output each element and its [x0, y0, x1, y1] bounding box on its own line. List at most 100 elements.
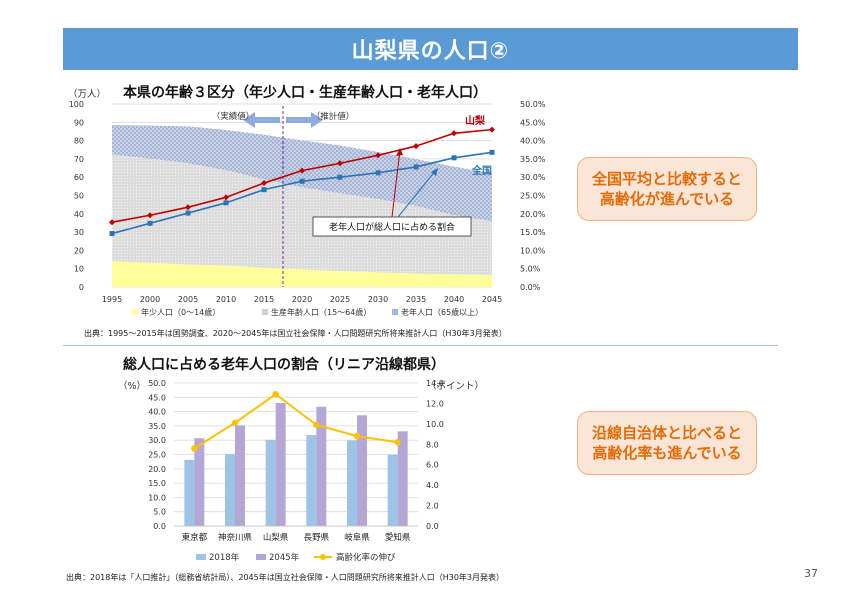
- chart1-y2-tick: 20.0%: [520, 210, 546, 219]
- chart2-x-tick: 山梨県: [263, 532, 289, 543]
- chart2-y2-tick: 2.0: [426, 502, 439, 511]
- chart1-y-tick: 50: [74, 192, 84, 201]
- chart1-y-tick: 20: [74, 246, 84, 255]
- chart1-x-tick: 2035: [406, 295, 426, 304]
- chart1-y2-tick: 50.0%: [520, 100, 546, 109]
- chart1-arrow-right-icon: [286, 112, 323, 128]
- chart1-y-tick: 40: [74, 210, 84, 219]
- chart2-y-tick: 35.0: [148, 422, 166, 431]
- chart1-point: [451, 130, 457, 137]
- chart1-legend-young-swatch: [132, 309, 138, 315]
- chart1-point: [299, 178, 305, 184]
- chart1-pointer-head-icon: [396, 148, 403, 156]
- chart2-x-tick: 神奈川県: [218, 532, 253, 543]
- chart2-bar-2045: [397, 431, 408, 526]
- chart1-point: [413, 164, 419, 170]
- chart1-point: [223, 194, 229, 201]
- chart1-source: 出典：1995～2015年は国勢調査、2020～2045年は国立社会保障・人口問…: [84, 329, 507, 338]
- slide-title: 山梨県の人口②: [63, 28, 798, 70]
- chart2-y2-tick: 10.0: [426, 420, 444, 429]
- page-number: 37: [804, 567, 818, 580]
- chart1-y2-tick: 15.0%: [520, 228, 546, 237]
- chart1-point: [489, 126, 495, 133]
- chart2-y-tick: 20.0: [148, 465, 166, 474]
- callout-national-comparison: 全国平均と比較すると 高齢化が進んでいる: [577, 157, 757, 221]
- chart1-y2-tick: 45.0%: [520, 118, 546, 127]
- chart1-point: [185, 210, 191, 216]
- chart2-x-tick: 岐阜県: [344, 532, 370, 543]
- chart1-y-tick: 60: [74, 173, 84, 182]
- chart1-point: [375, 170, 381, 176]
- callout2-line1: 沿線自治体と比べると: [591, 424, 742, 442]
- chart1-legend-young: 年少人口（0～14歳）: [141, 307, 220, 317]
- chart1-x-tick: 2010: [216, 295, 236, 304]
- chart1-point: [109, 231, 115, 237]
- chart1-legend-elderly: 老年人口（65歳以上）: [401, 307, 483, 317]
- chart2-y-tick: 0.0: [153, 522, 166, 531]
- chart2-bar-2018: [347, 440, 357, 526]
- chart2-y2-tick: 6.0: [426, 461, 439, 470]
- chart2-point: [272, 391, 279, 398]
- callout2-line2: 高齢化率も進んでいる: [592, 444, 742, 462]
- chart1-y-tick: 30: [74, 228, 84, 237]
- chart1-legend-elderly-swatch: [392, 309, 398, 315]
- chart2-y2-unit: （ポイント）: [427, 381, 485, 392]
- chart1-y-tick: 80: [74, 137, 84, 146]
- chart1-y2-tick: 25.0%: [520, 192, 546, 201]
- chart1-x-tick: 2015: [254, 295, 274, 304]
- chart2-y2-tick: 4.0: [426, 481, 439, 490]
- chart1-y-tick: 10: [74, 265, 84, 274]
- chart1-y2-tick: 40.0%: [520, 137, 546, 146]
- chart1-pointer-yamanashi: [391, 149, 401, 218]
- chart2-bar-2018: [387, 454, 398, 526]
- chart1-legend-working: 生産年齢人口（15～64歳）: [271, 307, 371, 317]
- chart2-legend-2045: 2045年: [269, 552, 300, 563]
- chart2-y-tick: 10.0: [148, 493, 166, 502]
- chart2-y-tick: 30.0: [148, 436, 166, 445]
- chart1-x-tick: 2005: [178, 295, 198, 304]
- chart1-y-tick: 90: [74, 118, 84, 127]
- chart1-pointer-head-icon: [431, 168, 438, 176]
- chart1-estimate-label: （推計値）: [312, 111, 355, 122]
- callout1-line2: 高齢化が進んでいる: [599, 190, 735, 208]
- chart1-point: [299, 167, 305, 174]
- chart1-x-tick: 2030: [368, 295, 388, 304]
- chart1-pointer-national: [397, 169, 437, 218]
- callout1-line1: 全国平均と比較すると: [591, 170, 742, 188]
- chart2-bar-2045: [316, 406, 327, 526]
- chart1-point: [337, 174, 343, 180]
- chart1-x-tick: 2045: [482, 295, 502, 304]
- chart1-actual-label: （実績値）: [212, 111, 255, 122]
- chart2-source: 出典：2018年は「人口推計」（総務省統計局）、2045年は国立社会保障・人口問…: [66, 573, 504, 582]
- chart1-point: [261, 180, 267, 187]
- chart2-y2-tick: 14.0: [426, 379, 444, 388]
- chart1-y2-tick: 35.0%: [520, 155, 546, 164]
- chart2-y-tick: 5.0: [153, 508, 166, 517]
- chart1-annotation-text: 老年人口が総人口に占める割合: [329, 221, 455, 233]
- chart2-x-tick: 愛知県: [385, 532, 411, 543]
- chart2-legend-2018: 2018年: [209, 552, 240, 563]
- chart1-point: [413, 143, 419, 150]
- chart1-x-tick: 2020: [292, 295, 312, 304]
- chart2-bar-2018: [184, 459, 195, 526]
- chart1-legend-working-swatch: [262, 309, 268, 315]
- chart1-y2-tick: 10.0%: [520, 246, 546, 255]
- chart1-x-tick: 2040: [444, 295, 464, 304]
- chart1-title: 本県の年齢３区分（年少人口・生産年齢人口・老年人口）: [123, 85, 487, 101]
- chart1-point: [337, 160, 343, 167]
- chart2-y-unit: （%）: [118, 381, 147, 392]
- chart2-point: [231, 419, 239, 427]
- chart1-area-working: [112, 154, 492, 276]
- chart2-bar-2018: [225, 454, 235, 526]
- chart2-y-tick: 15.0: [148, 479, 166, 488]
- chart1-y2-tick: 30.0%: [520, 173, 546, 182]
- chart2-x-tick: 東京都: [182, 532, 208, 543]
- chart2-bar-2045: [235, 425, 245, 526]
- chart2-x-tick: 長野県: [304, 533, 330, 543]
- chart1-point: [451, 155, 457, 161]
- chart1-y2-tick: 0.0%: [520, 283, 541, 292]
- chart2-bar-2018: [265, 439, 276, 526]
- chart2-y-tick: 50.0: [148, 379, 166, 388]
- chart1-y-tick: 100: [69, 100, 84, 109]
